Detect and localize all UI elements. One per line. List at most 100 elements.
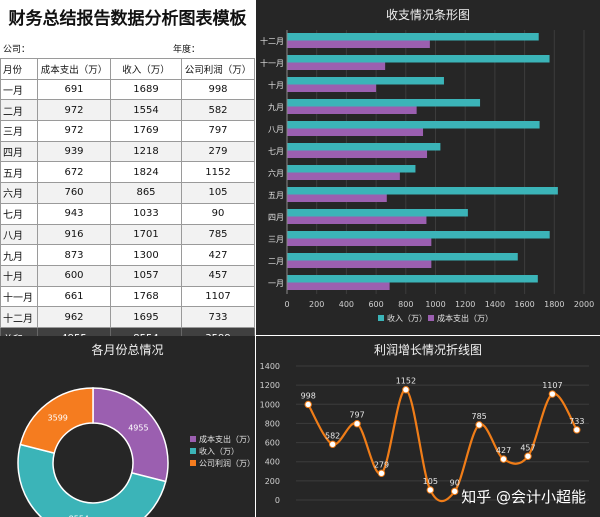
y-tick-label: 十月 (268, 80, 284, 90)
header-income: 收入（万） (110, 58, 182, 80)
cell-month: 一月 (0, 78, 38, 101)
x-tick-label: 800 (398, 300, 413, 309)
table-row: 一月 691 1689 998 (0, 78, 255, 101)
table-row: 十一月 661 1768 1107 (0, 285, 255, 308)
legend-swatch (190, 436, 196, 442)
data-point (426, 486, 434, 494)
table-header-row: 月份 成本支出（万） 收入（万） 公司利润（万） (0, 58, 255, 80)
cell-cost: 873 (37, 244, 111, 266)
y-tick-label: 十一月 (260, 58, 284, 68)
meta-row: 公司： 年度： (0, 38, 255, 58)
cell-cost: 760 (37, 182, 111, 204)
y-tick-label: 五月 (268, 191, 284, 200)
donut-chart-title: 各月份总情况 (91, 343, 164, 357)
data-label: 998 (301, 391, 316, 400)
data-point (451, 487, 459, 496)
y-tick-label: 九月 (268, 103, 284, 112)
cell-profit: 582 (181, 99, 255, 122)
profit-line (307, 388, 578, 503)
cell-income: 865 (110, 182, 182, 204)
x-tick-label: 600 (368, 300, 383, 309)
y-tick-label: 1200 (260, 381, 280, 390)
bar-income (287, 275, 538, 283)
x-tick-label: 2000 (574, 300, 594, 309)
data-point (328, 440, 337, 448)
cell-month: 十一月 (0, 285, 38, 308)
x-tick-label: 0 (284, 300, 289, 309)
y-tick-label: 四月 (268, 213, 284, 222)
cell-income: 1033 (110, 202, 182, 225)
data-table: 月份 成本支出（万） 收入（万） 公司利润（万） 一月 691 1689 998 二月 9… (0, 58, 255, 351)
data-point (573, 426, 581, 434)
y-tick-label: 十二月 (260, 36, 284, 46)
line-chart-title: 利润增长情况折线图 (373, 343, 482, 357)
table-row: 五月 672 1824 1152 (0, 161, 255, 184)
cell-income: 1218 (110, 140, 182, 163)
table-row: 六月 760 865 105 (0, 182, 255, 204)
cell-income: 1824 (110, 161, 182, 184)
cell-month: 六月 (0, 182, 38, 204)
bar-income (287, 165, 416, 173)
y-tick-label: 1000 (260, 400, 280, 409)
bar-income (287, 33, 539, 41)
cell-month: 十月 (0, 264, 38, 287)
header-cost: 成本支出（万） (37, 58, 111, 80)
donut-slice (19, 387, 94, 455)
data-sheet: 财务总结报告数据分析图表模板 公司： 年度： 月份 成本支出（万） 收入（万） … (0, 0, 255, 351)
cell-cost: 939 (37, 140, 111, 163)
cell-cost: 600 (37, 264, 111, 287)
cell-cost: 672 (37, 161, 111, 184)
table-row: 四月 939 1218 279 (0, 140, 255, 163)
data-point (353, 420, 361, 428)
x-tick-label: 1000 (425, 300, 445, 309)
bar-cost (287, 62, 386, 70)
bar-chart: 0 200 400 600 800 1000 1200 1400 1600 1800 2000 一月 二… (260, 30, 594, 323)
data-label: 1107 (542, 381, 562, 390)
bar-income (287, 231, 550, 239)
cell-profit: 457 (181, 264, 255, 287)
data-label: 733 (569, 417, 584, 426)
data-point (499, 455, 508, 463)
cell-profit: 279 (181, 140, 255, 163)
watermark: 知乎 @会计小超能 (461, 488, 586, 506)
bar-income (287, 143, 441, 151)
year-label: 年度： (173, 45, 201, 55)
bar-cost (287, 282, 390, 290)
donut-chart: 4955 8554 3599 成本支出（万） 收入（万） 公司利润（万） (17, 387, 255, 517)
cell-cost: 661 (37, 285, 111, 308)
bar-cost (287, 216, 427, 224)
bar-income (287, 121, 540, 129)
cell-month: 四月 (0, 140, 38, 163)
y-tick-label: 600 (265, 439, 280, 448)
cell-cost: 972 (37, 99, 111, 122)
cell-income: 1768 (110, 285, 182, 308)
y-tick-label: 0 (275, 496, 280, 505)
bar-cost (287, 172, 400, 180)
cell-cost: 943 (37, 202, 111, 225)
cell-cost: 962 (37, 306, 111, 328)
data-point (548, 390, 557, 398)
data-label: 582 (325, 431, 340, 440)
cell-cost: 916 (37, 223, 111, 246)
y-tick-label: 200 (265, 477, 280, 486)
y-tick-label: 1400 (260, 362, 280, 371)
bar-income (287, 55, 550, 63)
donut-slice (17, 443, 167, 517)
data-label: 1152 (396, 377, 416, 386)
bar-cost (287, 84, 377, 92)
cell-income: 1769 (110, 120, 182, 142)
bar-chart-panel: 收支情况条形图 0 200 400 600 800 1000 1200 1400 1600 180… (256, 0, 600, 335)
cell-profit: 427 (181, 244, 255, 266)
y-tick-label: 一月 (268, 279, 284, 288)
data-label: 427 (496, 446, 511, 455)
data-label: 279 (374, 460, 389, 469)
cell-month: 十二月 (0, 306, 38, 328)
bar-cost (287, 150, 428, 158)
x-tick-label: 200 (309, 300, 324, 309)
y-tick-label: 二月 (268, 257, 284, 266)
cell-month: 九月 (0, 244, 38, 266)
cell-profit: 733 (181, 306, 255, 328)
cell-cost: 691 (37, 78, 111, 101)
y-tick-label: 三月 (268, 235, 284, 244)
data-point (377, 469, 386, 477)
